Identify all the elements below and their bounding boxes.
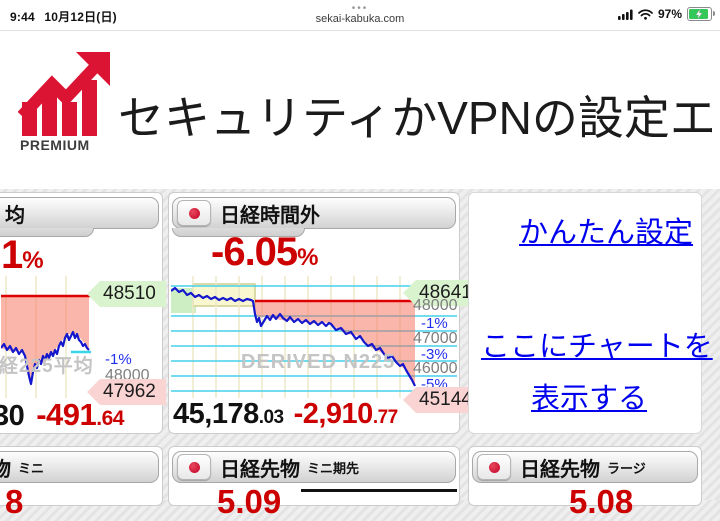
watermark: DERIVED N225 bbox=[241, 351, 396, 373]
panel-title: 日経先物 bbox=[220, 458, 300, 481]
wifi-icon bbox=[638, 8, 653, 20]
axis-pct-label: -1% bbox=[105, 351, 132, 368]
japan-flag-icon[interactable] bbox=[177, 200, 211, 226]
panel-subtitle: ラージ bbox=[607, 460, 646, 476]
panel-subtitle: ミニ bbox=[18, 460, 45, 476]
chart-arrow-icon bbox=[17, 52, 110, 136]
percent-change: 1% bbox=[1, 233, 44, 277]
japan-flag-icon[interactable] bbox=[477, 454, 511, 480]
panel-futures-mini-next: 日経先物 ミニ期先 5.09 bbox=[168, 446, 460, 520]
percent-change-clipped: 5.08 bbox=[569, 483, 634, 520]
panel-header[interactable]: 日経先物 ラージ bbox=[472, 451, 698, 483]
panel-header[interactable]: 日経時間外 bbox=[172, 197, 456, 229]
price-tag-low: 45144 bbox=[403, 387, 474, 413]
panel-futures-large: 日経先物 ラージ 5.08 bbox=[468, 446, 702, 520]
panel-title-fragment: 物 bbox=[0, 458, 11, 481]
japan-flag-icon[interactable] bbox=[177, 454, 211, 480]
price-tag-high: 48641 bbox=[403, 280, 474, 306]
panel-nikkei-afterhours: 日経時間外 -6.05% DERIVED N225 48641 48000 -1… bbox=[168, 192, 474, 434]
easy-setup-link[interactable]: かんたん設定 bbox=[519, 217, 694, 249]
price-row: 45,178.03 -2,910.77 bbox=[173, 398, 398, 430]
page-header-area: 9:44 10月12日(日) ••• sekai-kabuka.com 97% bbox=[0, 0, 720, 189]
last-price: 45,178 bbox=[173, 398, 259, 430]
change-value: -2,910 bbox=[293, 398, 374, 430]
percent-change-clipped: 5.09 bbox=[217, 483, 282, 520]
address-bar-url[interactable]: sekai-kabuka.com bbox=[315, 13, 405, 25]
axis-price-label: 46000 bbox=[413, 360, 458, 377]
show-chart-here-link-line1[interactable]: ここにチャートを bbox=[481, 331, 713, 363]
tab-overflow-dots[interactable]: ••• bbox=[351, 3, 369, 14]
price-tag-low: 47962 bbox=[87, 379, 166, 405]
axis-pct-label: -3% bbox=[421, 346, 448, 363]
price-row: 30 -491.64 bbox=[0, 397, 124, 433]
battery-percent: 97% bbox=[657, 7, 682, 21]
brand-name: PREMIUM bbox=[20, 137, 90, 153]
show-chart-here-link-line2[interactable]: 表示する bbox=[531, 383, 648, 415]
page-title: セキュリティかVPNの設定エ bbox=[118, 92, 716, 144]
panel-header[interactable]: 均 bbox=[0, 197, 159, 229]
cellular-signal-icon bbox=[617, 9, 633, 20]
premium-logo[interactable]: PREMIUM bbox=[17, 50, 120, 154]
price-tag-high: 48510 bbox=[87, 281, 166, 307]
panel-setup-links: かんたん設定 ここにチャートを 表示する bbox=[468, 192, 713, 434]
clock: 9:44 bbox=[10, 10, 35, 24]
axis-pct-label: -1% bbox=[421, 315, 448, 332]
panel-header[interactable]: 日経先物 ミニ期先 bbox=[172, 451, 456, 483]
percent-change: -6.05% bbox=[211, 230, 319, 274]
axis-price-label: 47000 bbox=[413, 330, 458, 347]
last-price-fragment: 30 bbox=[0, 400, 25, 432]
chart-line-fragment bbox=[301, 489, 457, 492]
axis-price-label: 48000 bbox=[413, 297, 458, 314]
price-chart bbox=[171, 276, 457, 398]
price-chart bbox=[1, 276, 93, 398]
percent-change-clipped: 8 bbox=[5, 483, 24, 520]
change-value: -491 bbox=[36, 397, 97, 432]
panel-title: 日経先物 bbox=[520, 458, 600, 481]
status-indicators: 97% bbox=[617, 7, 715, 21]
panel-futures-mini: 物 ミニ 8 bbox=[0, 446, 163, 520]
panel-title: 日経時間外 bbox=[220, 204, 320, 227]
watermark: 経225平均 bbox=[0, 356, 94, 377]
panel-header[interactable]: 物 ミニ bbox=[0, 451, 159, 483]
status-bar: 9:44 10月12日(日) ••• sekai-kabuka.com 97% bbox=[0, 0, 720, 31]
date: 10月12日(日) bbox=[44, 10, 117, 24]
panel-nikkei-average: 均 1% 経225平均 48510 -1% 48000 47962 30 -49… bbox=[0, 192, 166, 434]
charging-bolt-icon bbox=[695, 8, 703, 20]
panel-subtitle: ミニ期先 bbox=[307, 460, 360, 476]
panel-title-fragment: 均 bbox=[5, 204, 25, 227]
battery-icon bbox=[687, 7, 715, 21]
status-time-date: 9:44 10月12日(日) bbox=[10, 8, 117, 25]
